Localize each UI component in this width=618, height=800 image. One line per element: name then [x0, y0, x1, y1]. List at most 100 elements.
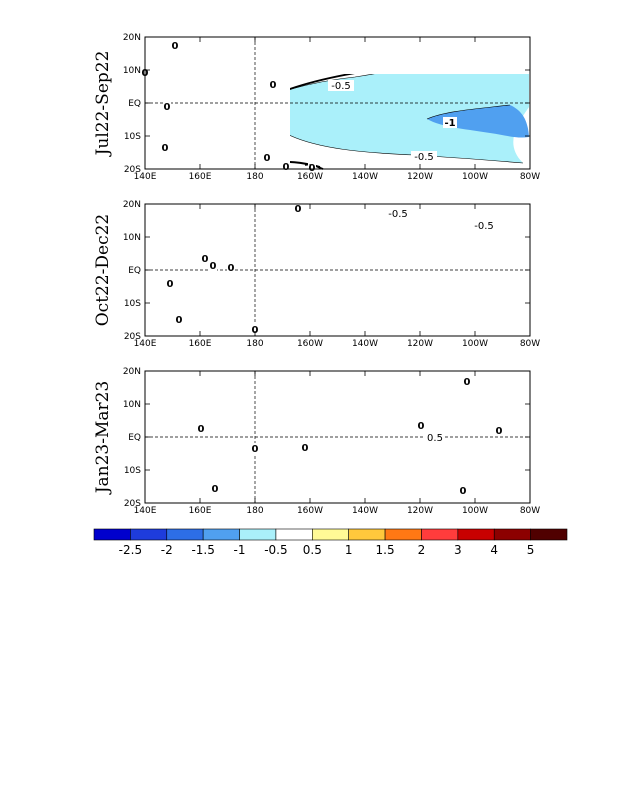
thin-contour-3: [145, 471, 151, 503]
x-tick-label: 140W: [352, 339, 378, 349]
contour-label-bg: [171, 40, 179, 51]
anomaly-shading-1: [290, 260, 529, 310]
x-tick-label: 120W: [407, 339, 433, 349]
y-tick-label: 20S: [124, 332, 141, 342]
colorbar-swatch: [312, 528, 349, 541]
contour-label-bg: [443, 117, 457, 128]
contour-label-bg: [201, 253, 209, 264]
x-tick-label: 120W: [407, 172, 433, 182]
y-tick-label: 20S: [124, 499, 141, 509]
thin-contour-4: [505, 204, 530, 232]
panel-period-label: Oct22-Dec22: [93, 214, 113, 327]
colorbar-swatch: [275, 528, 313, 541]
contour-label-bg: [417, 420, 425, 431]
y-tick-label: 20N: [123, 200, 141, 210]
colorbar-label: 4: [490, 543, 498, 557]
contour-label: -0.5: [414, 152, 434, 163]
contour-label: 0: [464, 377, 471, 388]
contour-label-bg: [251, 324, 259, 335]
contour-label: 0: [162, 143, 169, 154]
contour-label-bg: [385, 208, 411, 219]
thin-contour-5: [193, 461, 197, 466]
colorbar-label: 0.5: [303, 543, 322, 557]
colorbar-swatch: [239, 528, 277, 541]
colorbar-label: 5: [527, 543, 535, 557]
colorbar-label: -2.5: [119, 543, 142, 557]
colorbar-swatch: [348, 528, 386, 541]
thin-contour-7: [203, 127, 207, 132]
anomaly-shading-2: [427, 105, 529, 138]
thin-contour-1: [290, 74, 375, 90]
thin-contour-6: [171, 117, 177, 123]
contour-label-bg: [166, 278, 174, 289]
x-tick-label: 80W: [520, 172, 540, 182]
contour-label-bg: [175, 314, 183, 325]
zero-contour-3: [425, 372, 457, 431]
y-tick-label: EQ: [128, 266, 141, 276]
anomaly-shading-3: [441, 37, 475, 44]
x-tick-label: 160W: [297, 506, 323, 516]
thin-contour-4: [505, 371, 530, 399]
x-tick-label: 140W: [352, 506, 378, 516]
contour-label-bg: [227, 262, 235, 273]
colorbar-swatch: [530, 528, 568, 541]
y-tick-label: 10N: [123, 233, 141, 243]
x-tick-label: 160W: [297, 172, 323, 182]
x-tick-label: 80W: [520, 339, 540, 349]
contour-label: 0: [283, 162, 290, 173]
contour-label: 0: [252, 325, 259, 336]
x-tick-label: 100W: [462, 172, 488, 182]
zero-contour-5: [475, 234, 485, 248]
y-tick-label: 10N: [123, 400, 141, 410]
thin-contour-3: [426, 104, 511, 120]
contour-label: 0: [264, 153, 271, 164]
contour-label-bg: [495, 425, 503, 436]
contour-label: 0: [172, 41, 179, 52]
x-tick-label: 180: [246, 339, 263, 349]
colorbar-swatch: [166, 528, 204, 541]
contour-label: 0: [202, 254, 209, 265]
contour-label: 0: [176, 315, 183, 326]
thin-contour-2: [305, 296, 529, 310]
colorbar-swatch: [493, 528, 531, 541]
contour-label: 0: [228, 263, 235, 274]
y-tick-label: 20S: [124, 165, 141, 175]
colorbar-label: -2: [161, 543, 173, 557]
zero-contour-2: [215, 371, 320, 429]
x-tick-label: 140E: [134, 339, 157, 349]
zero-contour-6: [197, 312, 225, 317]
colorbar-label: 1.5: [376, 543, 395, 557]
contour-label: 0: [302, 443, 309, 454]
zero-contour-1: [165, 204, 241, 256]
contour-label-bg: [301, 442, 309, 453]
contour-label: 0: [460, 486, 467, 497]
panel-period-label: Jan23-Mar23: [93, 381, 113, 496]
x-tick-label: 180: [246, 506, 263, 516]
y-tick-label: 10S: [124, 466, 141, 476]
contour-label-bg: [328, 80, 354, 91]
x-tick-label: 180: [246, 172, 263, 182]
panel-period-label: Jul22-Sep22: [93, 51, 113, 158]
contour-label: 0.5: [427, 433, 443, 444]
thin-contour-5: [183, 294, 187, 299]
colorbar-swatch: [421, 528, 459, 541]
y-tick-label: EQ: [128, 99, 141, 109]
x-tick-label: 160E: [189, 506, 212, 516]
contour-label: 0: [164, 102, 171, 113]
zero-contour-6: [181, 491, 187, 497]
contour-label-bg: [209, 260, 217, 271]
contour-label: -1: [444, 118, 455, 129]
x-tick-label: 120W: [407, 506, 433, 516]
contour-label-bg: [425, 432, 445, 443]
contour-label: 0: [270, 80, 277, 91]
colorbar-label: -1: [234, 543, 246, 557]
colorbar-label: -0.5: [264, 543, 287, 557]
contour-label: 0: [418, 421, 425, 432]
contour-label-bg: [282, 161, 290, 172]
x-tick-label: 100W: [462, 339, 488, 349]
y-tick-label: 10S: [124, 299, 141, 309]
contour-label: 0: [210, 261, 217, 272]
